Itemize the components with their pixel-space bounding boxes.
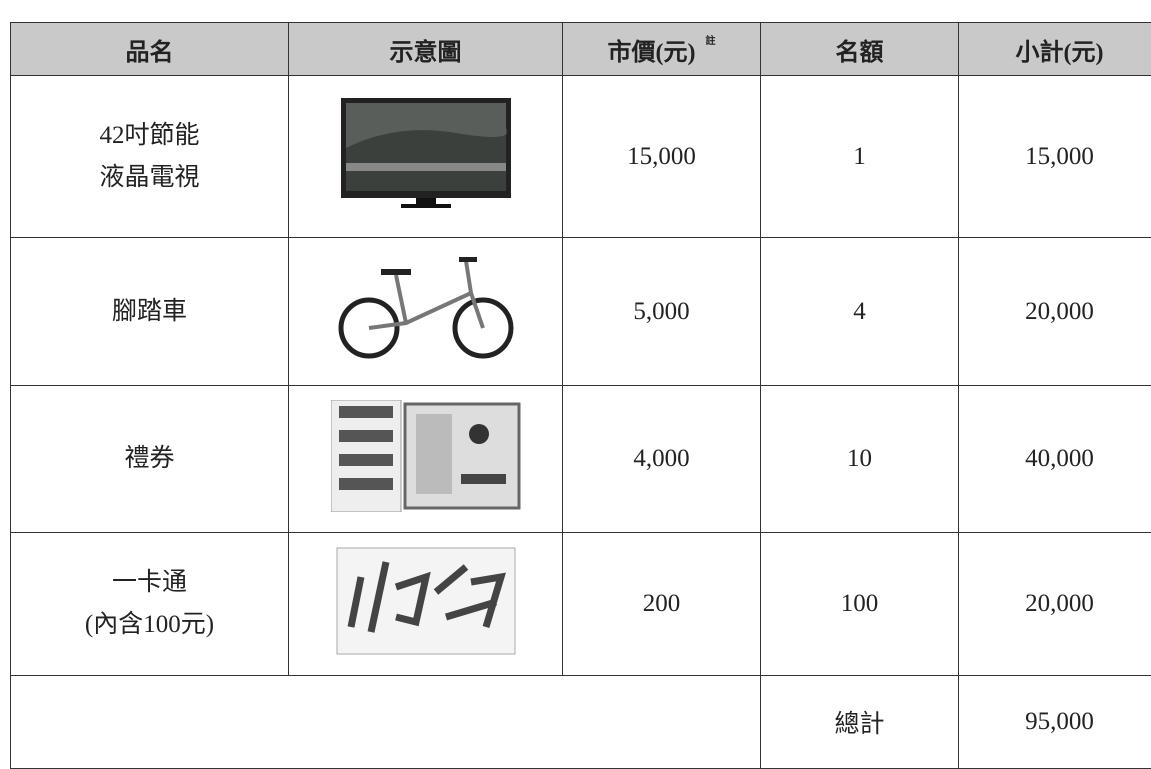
total-value: 95,000 (959, 676, 1151, 769)
row: 禮券 4,000 10 40,000 (11, 386, 1151, 533)
header-cell: 品名 (11, 23, 289, 76)
empty-cell (11, 676, 761, 769)
name-line: (內含100元) (11, 604, 288, 646)
total-row: 總計 95,000 (11, 676, 1151, 769)
prize-table: 品名 示意圖 市價(元) 註 名額 小計(元) 42吋節能液晶電視 15,000 … (10, 22, 1151, 769)
name-line: 液晶電視 (11, 157, 288, 199)
price-cell: 4,000 (563, 386, 761, 533)
bike-image (331, 253, 521, 363)
header-cell: 小計(元) (959, 23, 1151, 76)
total-label: 總計 (761, 676, 959, 769)
header-cell: 示意圖 (289, 23, 563, 76)
header-note: 註 (705, 36, 715, 47)
header-cell: 名額 (761, 23, 959, 76)
name-cell: 禮券 (11, 386, 289, 533)
subtotal-cell: 20,000 (959, 238, 1151, 386)
subtotal-cell: 20,000 (959, 533, 1151, 676)
voucher-image (331, 400, 521, 512)
count-cell: 100 (761, 533, 959, 676)
header-text: 市價(元) (608, 40, 696, 66)
image-cell (289, 386, 563, 533)
name-line: 禮券 (11, 438, 288, 480)
header-cell: 市價(元) 註 (563, 23, 761, 76)
name-line: 42吋節能 (11, 115, 288, 157)
header-row: 品名 示意圖 市價(元) 註 名額 小計(元) (11, 23, 1151, 76)
row: 42吋節能液晶電視 15,000 1 15,000 (11, 76, 1151, 238)
count-cell: 1 (761, 76, 959, 238)
row: 一卡通(內含100元) 200 100 20,000 (11, 533, 1151, 676)
name-cell: 一卡通(內含100元) (11, 533, 289, 676)
name-cell: 腳踏車 (11, 238, 289, 386)
image-cell (289, 238, 563, 386)
name-line: 一卡通 (11, 562, 288, 604)
price-cell: 200 (563, 533, 761, 676)
subtotal-cell: 15,000 (959, 76, 1151, 238)
price-cell: 5,000 (563, 238, 761, 386)
image-cell (289, 76, 563, 238)
count-cell: 4 (761, 238, 959, 386)
row: 腳踏車 5,000 4 20,000 (11, 238, 1151, 386)
subtotal-cell: 40,000 (959, 386, 1151, 533)
image-cell (289, 533, 563, 676)
count-cell: 10 (761, 386, 959, 533)
name-line: 腳踏車 (11, 291, 288, 333)
price-cell: 15,000 (563, 76, 761, 238)
tv-image (336, 93, 516, 213)
card-image (336, 547, 516, 655)
name-cell: 42吋節能液晶電視 (11, 76, 289, 238)
